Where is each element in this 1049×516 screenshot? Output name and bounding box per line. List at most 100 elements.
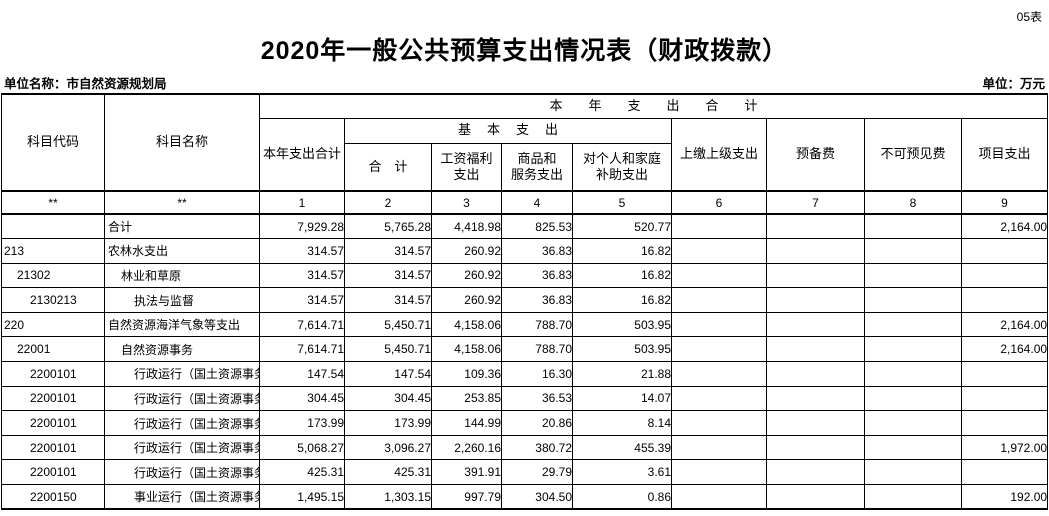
value-cell-reserve (766, 459, 865, 486)
table-row: 220 自然资源海洋气象等支出 7,614.71 5,450.71 4,158.… (1, 311, 1049, 338)
table-row: 合计 7,929.28 5,765.28 4,418.98 825.53 520… (1, 213, 1049, 240)
value-cell-project (960, 262, 1049, 289)
value-cell-upper-level (671, 361, 767, 387)
col-header-year-total: 本年支出合计 (259, 117, 345, 192)
value-cell-basic-total: 3,096.27 (344, 434, 432, 461)
value-cell-upper-level (671, 262, 767, 289)
value-cell-reserve (766, 238, 865, 264)
value-cell-basic-total: 314.57 (344, 238, 432, 264)
value-cell-year-total: 314.57 (259, 238, 345, 264)
value-cell-goods-services: 380.72 (501, 434, 573, 461)
value-cell-salary: 4,158.06 (431, 336, 502, 363)
value-cell-personal-subsidy: 16.82 (572, 262, 672, 289)
subject-code-cell: 220 (1, 311, 105, 338)
value-cell-personal-subsidy: 520.77 (572, 213, 672, 240)
subject-name-cell: 行政运行（国土资源事务 (104, 434, 260, 461)
value-cell-basic-total: 173.99 (344, 410, 432, 436)
value-cell-upper-level (671, 238, 767, 264)
value-cell-upper-level (671, 336, 767, 363)
value-cell-salary: 253.85 (431, 385, 502, 412)
value-cell-goods-services: 36.83 (501, 287, 573, 313)
value-cell-upper-level (671, 434, 767, 461)
value-cell-reserve (766, 361, 865, 387)
value-cell-personal-subsidy: 21.88 (572, 361, 672, 387)
value-cell-reserve (766, 336, 865, 363)
table-row: 2200101 行政运行（国土资源事务 147.54 147.54 109.36… (1, 361, 1049, 387)
col-number-cell: 9 (960, 190, 1049, 215)
value-cell-year-total: 314.57 (259, 262, 345, 289)
value-cell-reserve (766, 410, 865, 436)
table-row: 2200101 行政运行（国土资源事务 5,068.27 3,096.27 2,… (1, 434, 1049, 461)
value-cell-project (960, 361, 1049, 387)
value-cell-personal-subsidy: 503.95 (572, 336, 672, 363)
value-cell-basic-total: 147.54 (344, 361, 432, 387)
col-number-cell: ** (104, 190, 260, 215)
value-cell-unforeseen (864, 484, 962, 510)
column-number-row: ** ** 1 2 3 4 5 6 7 8 9 (1, 190, 1049, 215)
value-cell-goods-services: 788.70 (501, 336, 573, 363)
value-cell-year-total: 425.31 (259, 459, 345, 486)
value-cell-personal-subsidy: 16.82 (572, 287, 672, 313)
col-header-subject-code: 科目代码 (1, 93, 105, 192)
subject-name-cell: 事业运行（国土资源事务 (104, 484, 260, 510)
value-cell-project: 192.00 (960, 484, 1049, 510)
value-cell-project (960, 385, 1049, 412)
value-cell-salary: 2,260.16 (431, 434, 502, 461)
value-cell-salary: 260.92 (431, 262, 502, 289)
sheet-number: 05表 (1016, 10, 1042, 24)
value-cell-salary: 144.99 (431, 410, 502, 436)
value-cell-year-total: 1,495.15 (259, 484, 345, 510)
subject-code-cell: 213 (1, 238, 105, 264)
value-cell-unforeseen (864, 336, 962, 363)
subject-code-cell: 2200101 (1, 459, 105, 486)
col-number-cell: 3 (431, 190, 502, 215)
value-cell-goods-services: 20.86 (501, 410, 573, 436)
col-number-cell: 2 (344, 190, 432, 215)
value-cell-salary: 109.36 (431, 361, 502, 387)
col-header-basic-span: 基本支出 (344, 117, 672, 144)
subject-code-cell: 2200101 (1, 434, 105, 461)
value-cell-goods-services: 16.30 (501, 361, 573, 387)
value-cell-upper-level (671, 311, 767, 338)
value-cell-goods-services: 825.53 (501, 213, 573, 240)
value-cell-reserve (766, 287, 865, 313)
value-cell-year-total: 5,068.27 (259, 434, 345, 461)
value-cell-personal-subsidy: 8.14 (572, 410, 672, 436)
value-cell-goods-services: 304.50 (501, 484, 573, 510)
value-cell-salary: 391.91 (431, 459, 502, 486)
page-title: 2020年一般公共预算支出情况表（财政拨款） (260, 37, 789, 65)
value-cell-reserve (766, 434, 865, 461)
subject-name-cell: 自然资源海洋气象等支出 (104, 311, 260, 338)
basic-span-label: 基本支出 (457, 122, 574, 138)
subject-name-cell: 农林水支出 (104, 238, 260, 264)
value-cell-unforeseen (864, 213, 962, 240)
col-header-reserve: 预备费 (766, 117, 865, 192)
value-cell-unforeseen (864, 434, 962, 461)
value-cell-project (960, 459, 1049, 486)
col-header-upper-level: 上缴上级支出 (671, 117, 767, 192)
value-cell-year-total: 7,614.71 (259, 311, 345, 338)
subject-name-cell: 自然资源事务 (104, 336, 260, 363)
subject-name-cell: 行政运行（国土资源事务 (104, 385, 260, 412)
value-cell-goods-services: 36.83 (501, 238, 573, 264)
table-row: 2200150 事业运行（国土资源事务 1,495.15 1,303.15 99… (1, 484, 1049, 510)
value-cell-basic-total: 425.31 (344, 459, 432, 486)
value-cell-year-total: 304.45 (259, 385, 345, 412)
table-row: 213 农林水支出 314.57 314.57 260.92 36.83 16.… (1, 238, 1049, 264)
subject-code-cell: 2200101 (1, 385, 105, 412)
value-cell-basic-total: 1,303.15 (344, 484, 432, 510)
subject-name-cell: 行政运行（国土资源事务 (104, 459, 260, 486)
value-cell-upper-level (671, 213, 767, 240)
value-cell-basic-total: 304.45 (344, 385, 432, 412)
basic-total-label: 合计 (368, 158, 421, 174)
value-cell-unforeseen (864, 262, 962, 289)
value-cell-personal-subsidy: 16.82 (572, 238, 672, 264)
value-cell-project (960, 410, 1049, 436)
value-cell-unforeseen (864, 311, 962, 338)
value-cell-basic-total: 314.57 (344, 287, 432, 313)
value-cell-goods-services: 29.79 (501, 459, 573, 486)
value-cell-year-total: 147.54 (259, 361, 345, 387)
value-cell-upper-level (671, 410, 767, 436)
value-cell-upper-level (671, 459, 767, 486)
col-number-cell: 7 (766, 190, 865, 215)
